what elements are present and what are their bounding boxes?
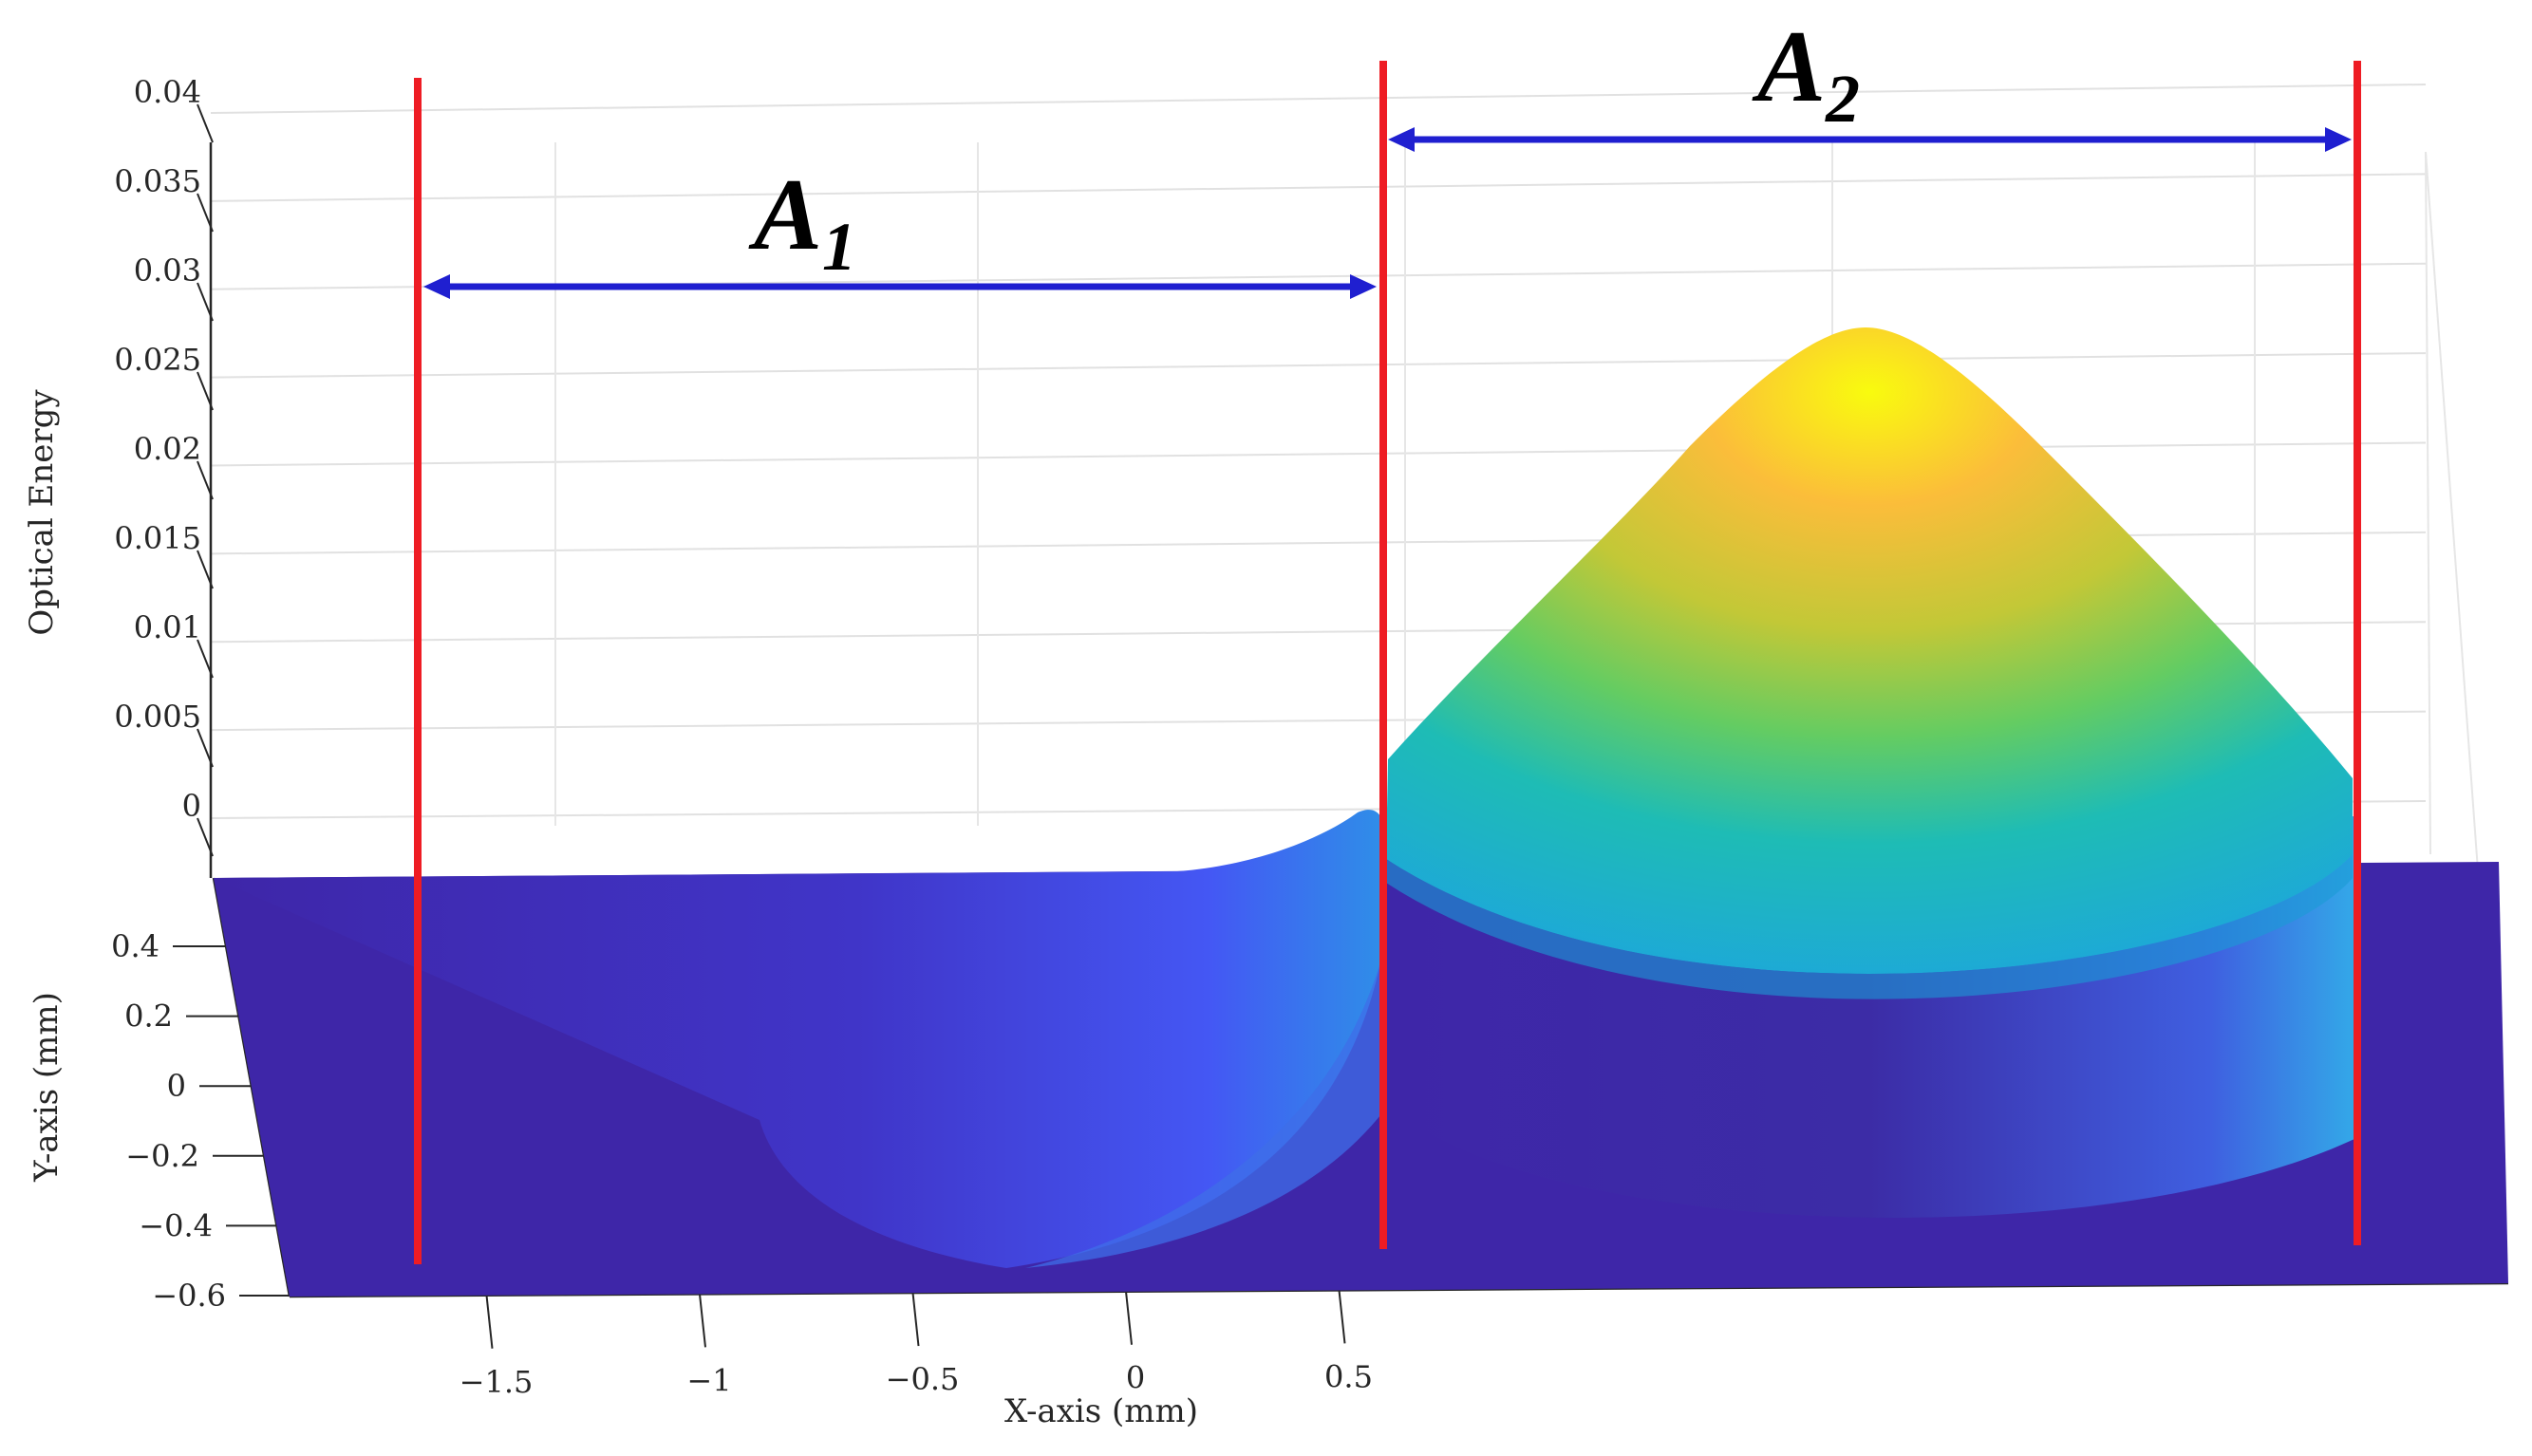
z-gridline [210, 173, 2427, 202]
x-tick [1338, 1290, 1346, 1344]
surface-left [214, 810, 1383, 1268]
z-tick-label: 0 [182, 788, 201, 824]
z-gridline [210, 84, 2427, 114]
surface-left-edge [1025, 826, 1384, 1268]
z-tick [197, 728, 214, 768]
z-tick [197, 817, 214, 857]
surface-dome [1386, 327, 2353, 974]
z-tick-label: 0.01 [134, 609, 201, 645]
z-tick [197, 103, 214, 143]
x-tick-label: −1 [686, 1362, 731, 1398]
z-gridline [210, 352, 2427, 379]
z-tick [197, 550, 214, 589]
x-tick [485, 1295, 494, 1349]
z-axis-label: Optical Energy [23, 389, 61, 636]
region-a1-arrow-head-right [1350, 274, 1377, 299]
region-label-2: A2 [1752, 10, 1860, 137]
z-tick [197, 371, 214, 411]
region-a2-arrow-head-left [1388, 127, 1415, 152]
z-gridline [210, 441, 2427, 467]
region-label-subscript: 2 [1825, 61, 1860, 137]
z-tick-label: 0.005 [114, 699, 201, 735]
x-tick-label: 0 [1126, 1360, 1145, 1396]
region-label-1: A1 [748, 159, 856, 285]
y-tick-label: 0.4 [111, 928, 159, 964]
y-tick-label: −0.4 [139, 1207, 213, 1243]
region-label-subscript: 1 [822, 209, 856, 285]
x-axis-label: X-axis (mm) [1004, 1392, 1198, 1430]
x-tick-label: −0.5 [886, 1361, 960, 1397]
region-a2-arrow-head-right [2325, 127, 2352, 152]
region-label-letter: A [1752, 10, 1826, 123]
z-tick [197, 193, 214, 233]
z-tick-label: 0.02 [134, 431, 201, 467]
z-tick-label: 0.04 [134, 74, 201, 110]
y-tick-label: −0.6 [152, 1278, 226, 1314]
z-tick [197, 460, 214, 500]
x-tick-label: −1.5 [460, 1364, 534, 1400]
x-tick [699, 1294, 706, 1348]
surface-layer [214, 327, 2508, 1297]
y-tick-label: −0.2 [125, 1138, 199, 1174]
region-layer [414, 61, 2361, 1264]
y-tick-label: 0.2 [124, 999, 173, 1035]
z-tick-label: 0.03 [134, 252, 201, 289]
region-label-letter: A [748, 159, 822, 271]
y-tick-label: 0 [167, 1068, 186, 1104]
z-tick-label: 0.035 [114, 163, 201, 199]
z-tick-label: 0.015 [114, 520, 201, 556]
y-axis-label: Y-axis (mm) [28, 992, 66, 1183]
side-wall-edge [2425, 151, 2431, 855]
z-tick [197, 282, 214, 322]
x-tick-label: 0.5 [1324, 1358, 1373, 1394]
x-tick [1125, 1291, 1133, 1345]
surface-dome-rim [1386, 854, 2353, 999]
region-a1-arrow-head-left [423, 274, 450, 299]
axes-layer: 0.04 0.035 0.03 0.025 0.02 0.015 0.01 0.005 0 Opt… [23, 74, 2509, 1430]
z-tick [197, 639, 214, 679]
x-tick [911, 1292, 920, 1347]
z-tick-label: 0.025 [114, 342, 201, 378]
